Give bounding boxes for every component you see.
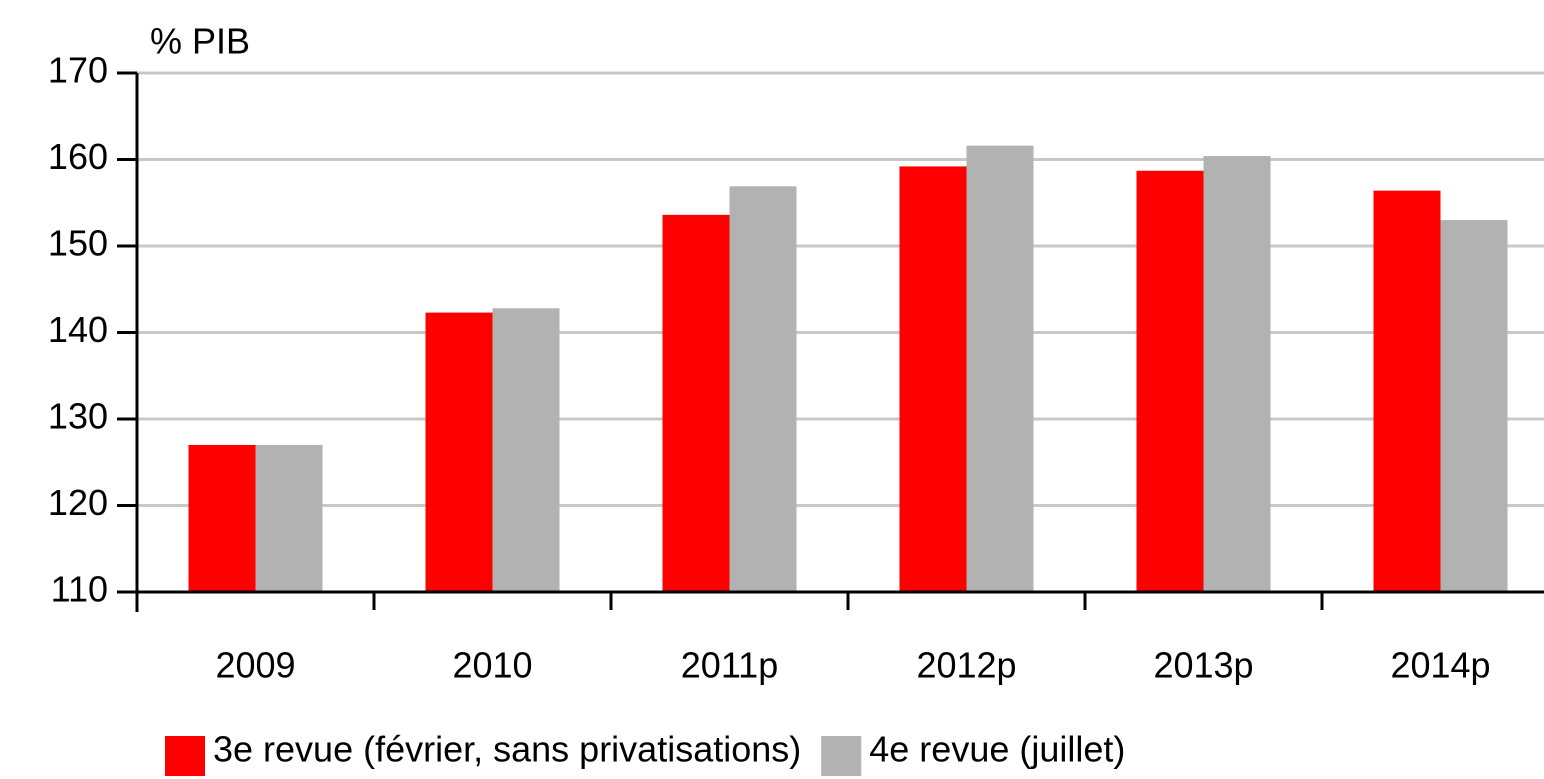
bar: [1440, 220, 1508, 593]
y-tick-label: 140: [48, 309, 108, 350]
bar: [188, 444, 256, 592]
x-tick-label: 2010: [452, 645, 532, 686]
y-tick-label: 130: [48, 396, 108, 437]
y-tick-label: 170: [48, 50, 108, 91]
bar: [425, 312, 493, 592]
x-tick-label: 2013p: [1153, 645, 1253, 686]
y-tick-label: 110: [51, 569, 108, 610]
legend-swatch: [165, 736, 205, 776]
bar: [1203, 156, 1271, 593]
y-axis-label: % PIB: [150, 21, 250, 62]
bar: [966, 145, 1034, 592]
bar: [492, 308, 560, 592]
bar: [899, 166, 967, 593]
y-tick-label: 150: [48, 223, 108, 264]
bar: [729, 186, 797, 592]
bar: [662, 214, 730, 593]
y-tick-label: 160: [48, 136, 108, 177]
y-tick-label: 120: [48, 482, 108, 523]
legend-swatch: [821, 736, 862, 776]
x-tick-label: 2012p: [916, 645, 1016, 686]
bar: [1136, 170, 1204, 592]
bar: [1373, 190, 1441, 592]
x-tick-label: 2011p: [681, 645, 778, 686]
legend-label: 3e revue (février, sans privatisations): [213, 729, 801, 770]
bar: [255, 444, 323, 592]
legend-label: 4e revue (juillet): [869, 729, 1125, 770]
x-tick-label: 2009: [215, 645, 295, 686]
x-tick-label: 2014p: [1390, 645, 1490, 686]
